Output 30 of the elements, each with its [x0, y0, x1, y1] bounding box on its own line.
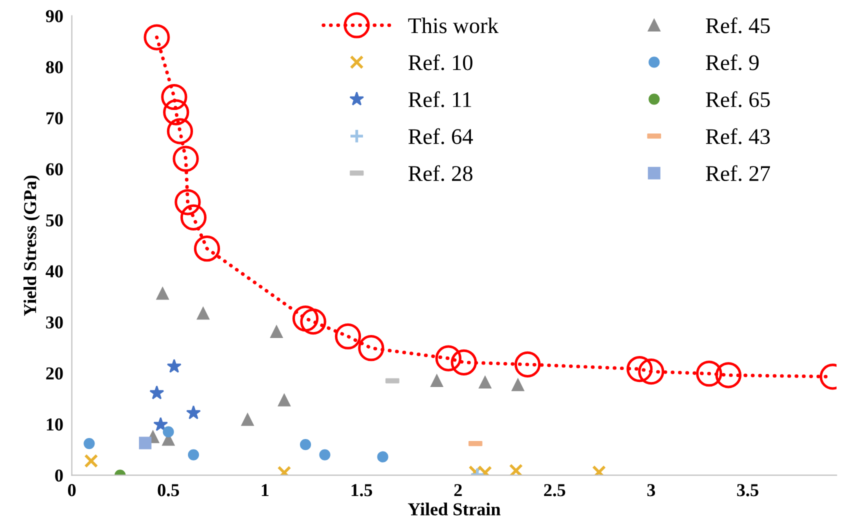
- y-tick-label: 80: [46, 61, 63, 74]
- legend-label: This work: [408, 18, 499, 34]
- legend-label: Ref. 45: [706, 17, 770, 34]
- legend-label: Ref. 27: [706, 165, 770, 182]
- x-axis-title: Yiled Strain: [408, 502, 500, 516]
- x-tick-label: 1.5: [352, 484, 372, 496]
- y-tick-label: 0: [55, 469, 63, 482]
- legend-label: Ref. 11: [408, 91, 472, 108]
- y-tick-label: 20: [46, 367, 63, 380]
- y-tick-label: 40: [46, 265, 63, 278]
- x-tick-label: 2.5: [544, 484, 566, 496]
- y-tick-label: 50: [46, 214, 63, 226]
- x-tick-label: 0.5: [158, 484, 180, 496]
- x-tick-label: 3.5: [737, 484, 758, 496]
- x-tick-label: 3: [647, 484, 656, 496]
- legend-label: Ref. 43: [706, 128, 770, 144]
- legend-label: Ref. 28: [408, 165, 472, 182]
- y-tick-label: 60: [46, 163, 63, 176]
- x-tick-label: 1: [262, 484, 269, 496]
- y-tick-label: 90: [46, 10, 63, 22]
- x-tick-label: 0: [68, 484, 76, 496]
- y-tick-label: 10: [46, 418, 63, 431]
- y-axis-title: Yield Stress (GPa): [24, 176, 40, 316]
- y-tick-label: 70: [46, 112, 63, 124]
- legend-label: Ref. 64: [408, 128, 473, 144]
- legend-label: Ref. 65: [706, 91, 770, 108]
- legend-label: Ref. 10: [408, 54, 472, 70]
- y-tick-label: 30: [46, 316, 63, 329]
- x-tick-label: 2: [454, 484, 462, 496]
- legend-label: Ref. 9: [706, 54, 759, 70]
